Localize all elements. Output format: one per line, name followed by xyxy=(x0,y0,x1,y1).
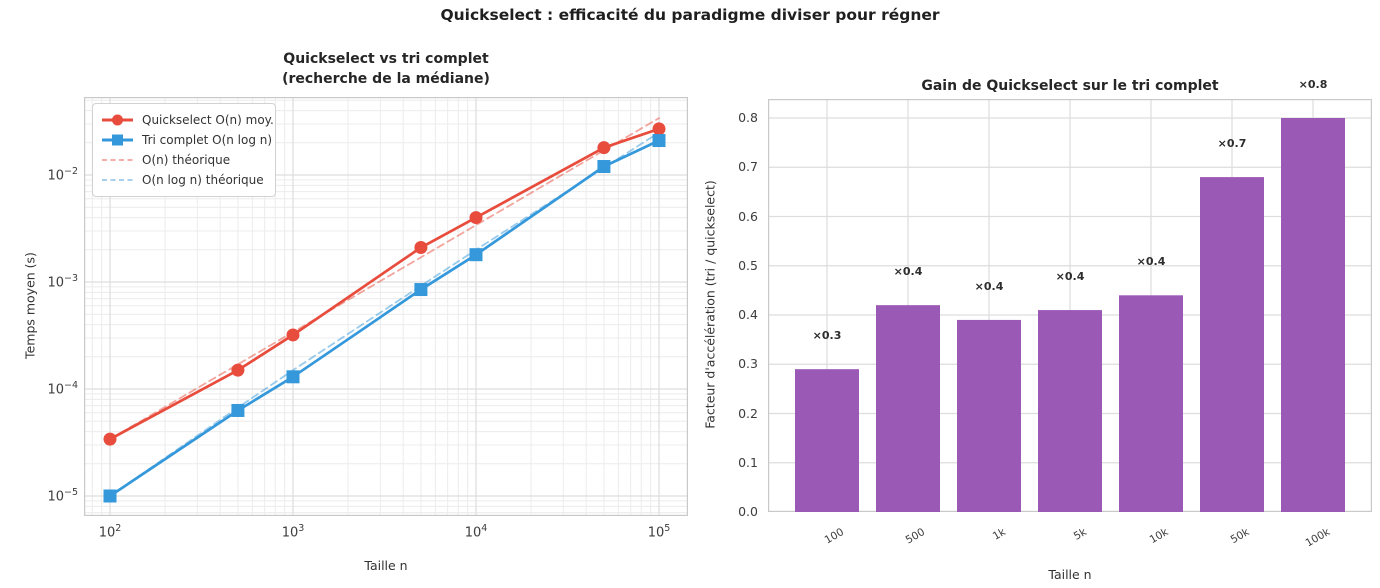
legend-swatch-tri-line-square-icon xyxy=(102,134,133,146)
bar-value-label: ×0.7 xyxy=(1217,137,1247,151)
legend-label: Tri complet O(n log n) xyxy=(142,133,273,147)
x-tick-label: 103 xyxy=(281,523,305,541)
x-tick-label: 50k xyxy=(1228,526,1251,547)
left-x-axis-label: Taille n xyxy=(364,558,408,573)
legend-swatch-onlogn-dashed-icon xyxy=(102,179,133,181)
bar-value-label: ×0.4 xyxy=(974,279,1004,293)
legend-swatch-on-dashed-icon xyxy=(102,159,133,161)
figure-title: Quickselect : efficacité du paradigme di… xyxy=(440,6,940,24)
legend-item-tri-complet: Tri complet O(n log n) xyxy=(101,130,272,150)
x-tick-label: 102 xyxy=(98,523,122,541)
bar-value-label: ×0.4 xyxy=(1055,270,1085,284)
bar-value-label: ×0.8 xyxy=(1298,78,1328,91)
legend: Quickselect O(n) moy. Tri complet O(n lo… xyxy=(92,103,276,197)
bar-value-label: ×0.3 xyxy=(812,329,842,343)
legend-label: Quickselect O(n) moy. xyxy=(142,113,274,127)
legend-label: O(n log n) théorique xyxy=(142,173,264,187)
left-y-axis-label: Temps moyen (s) xyxy=(22,252,38,359)
legend-item-quickselect: Quickselect O(n) moy. xyxy=(101,110,274,130)
bar-value-label: ×0.4 xyxy=(893,265,923,279)
right-chart-title: Gain de Quickselect sur le tri complet xyxy=(921,78,1219,94)
bar-value-label: ×0.4 xyxy=(1136,255,1166,269)
y-tick-label: 0.0 xyxy=(738,504,758,519)
x-tick-label: 105 xyxy=(647,523,671,541)
x-tick-label: 10k xyxy=(1147,526,1170,547)
left-chart-title-line1: Quickselect vs tri complet xyxy=(283,51,489,67)
y-tick-label: 0.4 xyxy=(738,307,758,322)
y-tick-label: 0.7 xyxy=(738,159,758,175)
left-chart-title-line2: (recherche de la médiane) xyxy=(282,70,490,87)
y-tick-label: 10−2 xyxy=(47,166,78,184)
x-tick-label: 500 xyxy=(903,526,927,547)
y-tick-label: 0.5 xyxy=(738,257,758,273)
x-tick-label: 100k xyxy=(1303,526,1332,550)
right-x-axis-label: Taille n xyxy=(1048,567,1092,582)
legend-label: O(n) théorique xyxy=(142,153,231,167)
y-tick-label: 0.6 xyxy=(738,208,758,224)
x-tick-label: 104 xyxy=(464,523,488,541)
x-tick-label: 5k xyxy=(1071,526,1089,543)
y-tick-label: 10−3 xyxy=(47,273,78,291)
legend-swatch-quickselect-line-circle-icon xyxy=(102,114,133,126)
legend-item-on-theorique: O(n) théorique xyxy=(101,150,266,170)
y-tick-label: 0.8 xyxy=(738,110,758,125)
y-tick-label: 10−4 xyxy=(47,380,78,398)
y-tick-label: 0.3 xyxy=(738,356,758,372)
x-tick-label: 100 xyxy=(822,526,846,547)
x-tick-label: 1k xyxy=(990,526,1008,543)
legend-item-onlogn-theorique: O(n log n) théorique xyxy=(101,170,266,190)
left-chart-title: Quickselect vs tri complet (recherche de… xyxy=(84,50,688,89)
y-tick-label: 0.1 xyxy=(738,454,758,470)
y-tick-label: 10−5 xyxy=(47,487,78,505)
y-tick-label: 0.2 xyxy=(738,405,758,421)
right-plot-area xyxy=(768,99,1372,512)
